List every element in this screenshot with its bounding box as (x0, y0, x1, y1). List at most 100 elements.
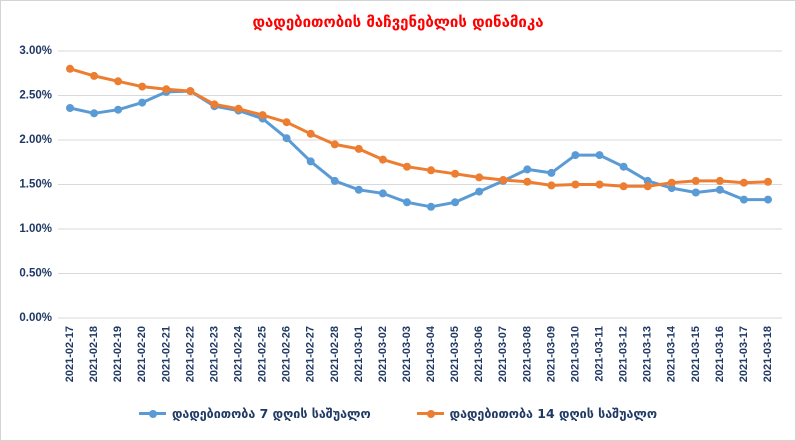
x-axis-tick-label: 2021-02-23 (208, 326, 220, 382)
data-point-marker (643, 182, 652, 191)
data-point-marker (66, 104, 74, 112)
data-point-marker (547, 181, 556, 190)
x-axis-tick-label: 2021-03-16 (714, 326, 726, 382)
data-point-marker (114, 105, 123, 114)
data-point-marker (162, 85, 171, 94)
data-point-marker (114, 77, 123, 86)
data-point-marker (451, 169, 460, 178)
data-point-marker (306, 157, 315, 166)
data-point-marker (210, 100, 219, 109)
data-point-marker (595, 151, 604, 160)
data-point-marker (739, 178, 748, 187)
x-axis-tick-label: 2021-03-17 (738, 326, 750, 382)
data-point-marker (499, 176, 508, 184)
data-point-marker (764, 195, 772, 204)
series-line-14day-average (68, 67, 770, 188)
data-point-marker (667, 178, 676, 187)
x-axis-tick-label: 2021-03-07 (497, 326, 509, 382)
series-line-7day-average (68, 89, 770, 209)
data-point-marker (764, 177, 772, 186)
data-point-marker (282, 134, 291, 143)
data-point-marker (138, 98, 147, 107)
x-axis-tick-label: 2021-03-01 (353, 326, 365, 382)
data-point-marker (619, 182, 628, 191)
data-point-marker (715, 176, 724, 185)
data-point-marker (523, 177, 532, 186)
chart-title: დადებითობის მაჩვენებლის დინამიკა (252, 13, 544, 31)
data-point-marker (90, 71, 99, 80)
y-axis-tick-label: 1.00% (19, 223, 52, 235)
legend-dot-icon (426, 410, 435, 418)
x-axis-tick-label: 2021-02-17 (64, 326, 76, 382)
x-axis-tick-label: 2021-02-28 (329, 326, 341, 382)
data-point-marker (354, 185, 363, 194)
x-axis-tick-label: 2021-02-27 (305, 326, 317, 382)
legend-dot-icon (148, 410, 157, 418)
data-point-marker (330, 176, 339, 185)
data-point-marker (282, 118, 291, 127)
x-axis-tick-label: 2021-03-18 (762, 326, 774, 382)
data-point-marker (523, 165, 532, 174)
y-axis-tick-label: 2.00% (19, 134, 52, 146)
legend-marker-7day (138, 409, 166, 418)
y-axis-tick-label: 3.00% (19, 45, 52, 57)
x-axis-tick-label: 2021-03-02 (377, 326, 389, 382)
x-axis-tick-label: 2021-02-19 (112, 326, 124, 382)
x-axis-tick-label: 2021-03-11 (594, 326, 606, 382)
data-point-marker (427, 202, 435, 211)
x-axis-tick-label: 2021-03-10 (569, 326, 581, 382)
data-point-marker (475, 187, 484, 196)
x-axis-tick-label: 2021-02-21 (160, 326, 172, 382)
data-point-marker (186, 87, 195, 96)
x-axis-tick-label: 2021-03-03 (401, 326, 413, 382)
x-axis-tick-label: 2021-03-08 (521, 326, 533, 382)
x-axis-tick-label: 2021-02-18 (88, 326, 100, 382)
legend-item-7day-average: დადებითობა 7 დღის საშუალო (138, 406, 371, 421)
data-point-marker (739, 195, 748, 204)
data-point-marker (715, 185, 724, 194)
x-axis-tick-label: 2021-03-14 (666, 325, 678, 382)
data-point-marker (330, 140, 339, 149)
x-axis-tick-label: 2021-02-22 (184, 326, 196, 382)
legend-label-7day: დადებითობა 7 დღის საშუალო (171, 406, 371, 421)
x-axis-tick-label: 2021-03-12 (618, 326, 630, 382)
data-point-marker (66, 64, 74, 73)
legend-marker-14day (416, 409, 444, 418)
data-point-marker (691, 176, 700, 185)
x-axis-tick-label: 2021-02-25 (257, 326, 269, 382)
x-axis-tick-label: 2021-03-05 (449, 326, 461, 382)
data-point-marker (403, 162, 411, 171)
data-point-marker (378, 189, 387, 198)
data-point-marker (451, 198, 460, 207)
data-point-marker (571, 180, 580, 189)
x-axis-tick-label: 2021-02-24 (232, 325, 244, 382)
x-axis-tick-label: 2021-03-06 (473, 326, 485, 382)
data-point-marker (427, 166, 435, 175)
x-axis-tick-label: 2021-03-09 (545, 326, 557, 382)
data-point-marker (354, 144, 363, 153)
data-point-marker (90, 109, 99, 118)
data-point-marker (475, 173, 484, 182)
x-axis-tick-label: 2021-03-15 (690, 326, 702, 382)
legend-label-14day: დადებითობა 14 დღის საშუალო (449, 406, 658, 421)
data-point-marker (571, 151, 580, 160)
y-axis-tick-label: 0.00% (19, 312, 52, 324)
y-axis-tick-label: 2.50% (19, 90, 52, 102)
y-axis-tick-label: 1.50% (19, 179, 52, 191)
data-point-marker (138, 82, 147, 91)
x-axis-tick-label: 2021-03-04 (425, 325, 437, 382)
x-axis-tick-label: 2021-03-13 (642, 326, 654, 382)
data-point-marker (234, 104, 243, 113)
legend: დადებითობა 7 დღის საშუალო დადებითობა 14 … (1, 406, 795, 421)
y-axis-tick-label: 0.50% (19, 268, 52, 280)
data-point-marker (595, 180, 604, 189)
x-axis-tick-label: 2021-02-20 (136, 326, 148, 382)
legend-item-14day-average: დადებითობა 14 დღის საშუალო (416, 406, 658, 421)
data-point-marker (306, 129, 315, 138)
data-point-marker (619, 162, 628, 171)
data-point-marker (258, 111, 267, 120)
data-point-marker (547, 168, 556, 177)
data-point-marker (378, 155, 387, 164)
